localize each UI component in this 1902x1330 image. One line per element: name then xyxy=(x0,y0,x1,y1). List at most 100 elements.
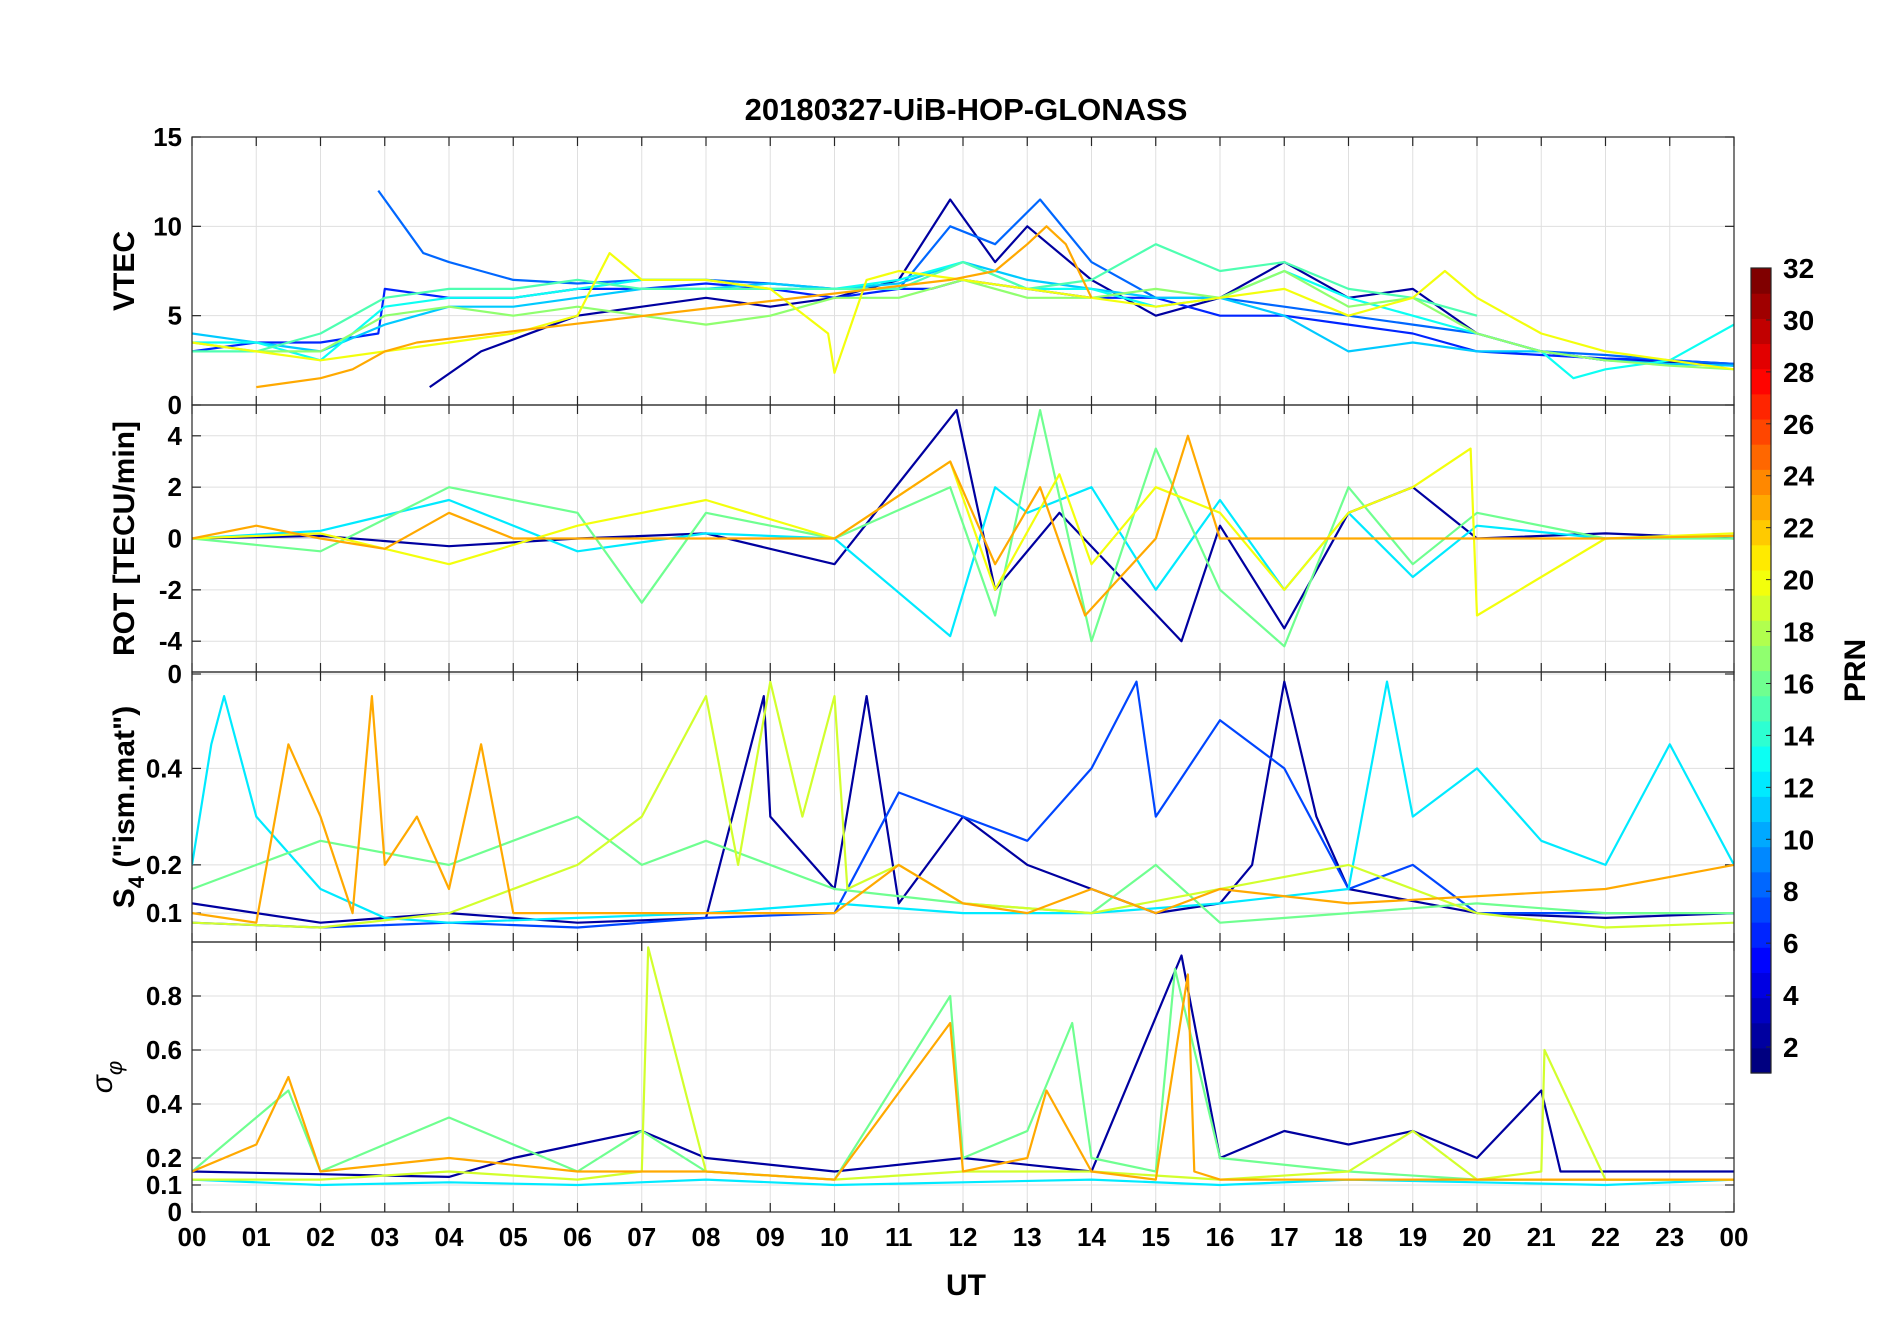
colorbar-tick-label: 18 xyxy=(1783,617,1814,648)
y-tick-label: 0.2 xyxy=(146,850,182,880)
colorbar-swatch xyxy=(1751,821,1771,848)
series-line-prn-20 xyxy=(192,252,1734,374)
y-tick-label: 5 xyxy=(168,301,182,331)
y-tick-label: 4 xyxy=(168,421,183,451)
series-line-prn-23 xyxy=(256,225,1093,389)
colorbar-tick-label: 22 xyxy=(1783,513,1814,544)
y-tick-label: 15 xyxy=(153,122,182,152)
colorbar-swatch xyxy=(1751,494,1771,521)
y-tick-label: 0 xyxy=(168,1197,182,1227)
series-line-prn-7 xyxy=(192,680,1734,929)
colorbar-swatch xyxy=(1751,745,1771,772)
x-tick-label: 09 xyxy=(756,1222,785,1252)
colorbar-swatch xyxy=(1751,846,1771,873)
colorbar-label: PRN xyxy=(1839,639,1872,702)
y-axis-label-rest: ("ism.mat") xyxy=(108,706,141,876)
colorbar-tick-label: 10 xyxy=(1783,824,1814,855)
colorbar-tick-label: 4 xyxy=(1783,980,1799,1011)
y-axis-label-main: σ xyxy=(86,1073,119,1093)
series-line-prn-2 xyxy=(429,198,1734,389)
x-tick-label: 08 xyxy=(692,1222,721,1252)
colorbar-frame xyxy=(1750,267,1772,1074)
x-tick-label: 18 xyxy=(1334,1222,1363,1252)
y-tick-label: 0 xyxy=(168,524,182,554)
series-line-prn-2 xyxy=(192,409,1734,643)
colorbar-tick-label: 20 xyxy=(1783,565,1814,596)
colorbar-tick-label: 12 xyxy=(1783,772,1814,803)
colorbar-swatch xyxy=(1751,519,1771,546)
series-group xyxy=(192,189,1734,389)
colorbar-swatch xyxy=(1751,871,1771,898)
colorbar-swatch xyxy=(1751,1047,1771,1074)
colorbar-swatch xyxy=(1751,720,1771,747)
colorbar-swatch xyxy=(1751,569,1771,596)
y-axis-label: S4 ("ism.mat") xyxy=(108,706,149,908)
x-tick-label: 10 xyxy=(820,1222,849,1252)
y-axis-label: ROT [TECU/min] xyxy=(108,421,141,656)
y-tick-label: 10 xyxy=(153,211,182,241)
series-line-prn-16 xyxy=(192,967,1734,1181)
x-tick-label: 06 xyxy=(563,1222,592,1252)
x-tick-label: 03 xyxy=(370,1222,399,1252)
y-tick-label: 0 xyxy=(168,659,182,689)
series-line-prn-23 xyxy=(192,694,1734,924)
panel-3: 0.1 0.2 0.4 0 S4 ("ism.mat") xyxy=(108,659,1735,943)
colorbar-swatch xyxy=(1751,418,1771,445)
y-axis-label: σφ xyxy=(86,1061,127,1093)
colorbar-tick-label: 28 xyxy=(1783,357,1814,388)
colorbar-swatch xyxy=(1751,293,1771,319)
colorbar-tick-label: 14 xyxy=(1783,720,1815,751)
colorbar-tick-label: 8 xyxy=(1783,876,1799,907)
colorbar-swatch xyxy=(1751,796,1771,823)
series-line-prn-2 xyxy=(192,680,1734,924)
y-axis-label-main: S xyxy=(108,888,141,908)
y-tick-label: 2 xyxy=(168,472,182,502)
series-line-prn-23 xyxy=(192,434,1734,617)
x-tick-label: 02 xyxy=(306,1222,335,1252)
x-tick-label: 11 xyxy=(885,1222,913,1252)
x-tick-label: 01 xyxy=(242,1222,271,1252)
y-tick-label: -2 xyxy=(159,575,182,605)
series-line-prn-19 xyxy=(192,946,1734,1181)
colorbar-swatch xyxy=(1751,444,1771,470)
colorbar-swatch xyxy=(1751,771,1771,797)
x-tick-label: 14 xyxy=(1077,1222,1106,1252)
series-group xyxy=(192,409,1734,648)
x-tick-label: 12 xyxy=(949,1222,978,1252)
y-tick-label: 0.6 xyxy=(146,1035,182,1065)
y-axis-label-sub: 4 xyxy=(124,875,149,888)
chart-title: 20180327-UiB-HOP-GLONASS xyxy=(745,92,1188,127)
colorbar-tick-label: 30 xyxy=(1783,305,1814,336)
colorbar-tick-label: 2 xyxy=(1783,1032,1799,1063)
y-tick-label: 0.1 xyxy=(146,898,182,928)
colorbar-swatch xyxy=(1751,670,1771,697)
series-line-prn-12 xyxy=(192,680,1734,924)
colorbar-swatch xyxy=(1751,469,1771,496)
colorbar-swatch xyxy=(1751,972,1771,999)
colorbar-swatch xyxy=(1751,896,1771,923)
y-tick-label: 0 xyxy=(168,390,182,420)
x-tick-label: 15 xyxy=(1141,1222,1170,1252)
x-tick-label: 22 xyxy=(1591,1222,1620,1252)
panel-4: 00.10.2 0.4 0.6 0.8 σφ xyxy=(86,941,1735,1227)
x-tick-label: 19 xyxy=(1398,1222,1427,1252)
x-tick-label: 20 xyxy=(1463,1222,1492,1252)
colorbar-swatch xyxy=(1751,645,1771,672)
y-tick-label: 0.1 xyxy=(146,1170,182,1200)
x-tick-label: 00 xyxy=(178,1222,207,1252)
series-line-prn-23 xyxy=(192,973,1734,1181)
colorbar-swatch xyxy=(1751,393,1771,420)
y-tick-label: 0.2 xyxy=(146,1143,182,1173)
colorbar-swatch xyxy=(1751,947,1771,973)
colorbar-swatch xyxy=(1751,695,1771,722)
colorbar-swatch xyxy=(1751,318,1771,345)
x-tick-label: 13 xyxy=(1013,1222,1042,1252)
colorbar-tick-label: 32 xyxy=(1783,253,1814,284)
colorbar-tick-label: 6 xyxy=(1783,928,1799,959)
series-line-prn-8 xyxy=(377,189,1734,365)
panel-1: 0 5 10 15 VTEC xyxy=(108,122,1735,420)
series-line-prn-12 xyxy=(192,1178,1734,1187)
x-tick-label: 00 xyxy=(1720,1222,1749,1252)
